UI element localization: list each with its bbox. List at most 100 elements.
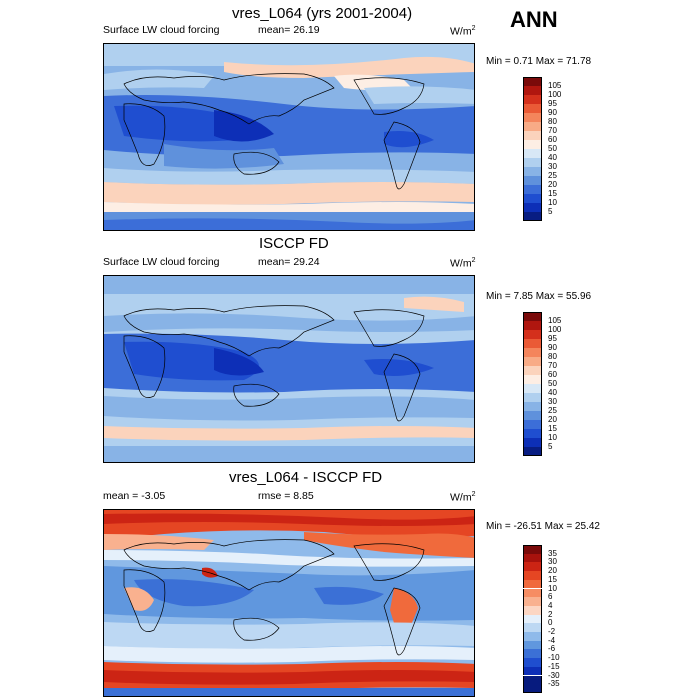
colorbar-level-label: 20 (548, 180, 557, 189)
panel3-map (103, 509, 475, 697)
colorbar-swatch (523, 212, 542, 221)
colorbar-level-label: 95 (548, 99, 557, 108)
colorbar-level-label: 80 (548, 117, 557, 126)
colorbar-swatch (523, 375, 542, 384)
colorbar-swatch (523, 649, 542, 659)
colorbar-level-label: -35 (548, 679, 560, 689)
colorbar-level-label: 20 (548, 566, 557, 576)
colorbar-level-label: 25 (548, 171, 557, 180)
colorbar-level-label: -2 (548, 627, 556, 636)
colorbar-swatch (523, 77, 542, 86)
colorbar-level-label: 5 (548, 442, 553, 451)
colorbar-level-label: 40 (548, 388, 557, 397)
colorbar-level-label: 50 (548, 379, 557, 388)
colorbar-swatch (523, 545, 542, 554)
colorbar-swatch (523, 122, 542, 131)
colorbar-swatch (523, 321, 542, 330)
colorbar-level-label: 30 (548, 557, 557, 567)
colorbar-level-label: 90 (548, 343, 557, 352)
colorbar-swatch (523, 194, 542, 203)
colorbar-level-label: 4 (548, 600, 553, 610)
panel1-minmax: Min = 0.71 Max = 71.78 (486, 56, 592, 67)
colorbar-swatch (523, 86, 542, 95)
colorbar-swatch (523, 411, 542, 420)
colorbar-level-label: 70 (548, 361, 557, 370)
colorbar-level-label: 100 (548, 90, 562, 99)
colorbar-swatch (523, 167, 542, 176)
colorbar-swatch (523, 597, 542, 606)
panel3-units: W/m2 (450, 491, 476, 504)
colorbar-level-label: 10 (548, 583, 557, 593)
colorbar-swatch (523, 104, 542, 113)
colorbar-level-label: -6 (548, 644, 556, 654)
colorbar-swatch (523, 95, 542, 104)
colorbar-swatch (523, 571, 542, 580)
colorbar-level-label: -30 (548, 670, 560, 680)
colorbar-swatch (523, 658, 542, 667)
colorbar-level-label: 40 (548, 153, 557, 162)
panel1-units: W/m2 (450, 25, 476, 38)
colorbar-swatch (523, 203, 542, 212)
colorbar-level-label: 2 (548, 609, 553, 619)
colorbar-swatch (523, 158, 542, 167)
colorbar-level-label: 30 (548, 397, 557, 406)
colorbar-swatch (523, 675, 542, 685)
colorbar-swatch (523, 438, 542, 447)
colorbar-swatch (523, 447, 542, 456)
colorbar-swatch (523, 429, 542, 438)
colorbar-swatch (523, 348, 542, 357)
colorbar-swatch (523, 640, 542, 650)
colorbar-swatch (523, 366, 542, 375)
colorbar-level-label: 20 (548, 415, 557, 424)
colorbar-swatch (523, 420, 542, 429)
colorbar-swatch (523, 185, 542, 194)
colorbar-level-label: 95 (548, 334, 557, 343)
panel2-variable-label: Surface LW cloud forcing (103, 256, 220, 268)
colorbar-swatch (523, 614, 542, 624)
colorbar-level-label: 60 (548, 135, 557, 144)
panel2-title: ISCCP FD (259, 235, 329, 252)
panel2-mean: mean= 29.24 (258, 256, 320, 268)
colorbar-level-label: 10 (548, 198, 557, 207)
season-label: ANN (510, 7, 558, 32)
colorbar-level-label: -15 (548, 661, 560, 671)
colorbar-level-label: 105 (548, 81, 562, 90)
colorbar-level-label: 15 (548, 574, 557, 584)
colorbar-swatch (523, 176, 542, 185)
colorbar-swatch (523, 330, 542, 339)
colorbar-level-label: -4 (548, 635, 556, 645)
colorbar-swatch (523, 623, 542, 632)
colorbar-swatch (523, 684, 542, 693)
colorbar-swatch (523, 605, 542, 615)
colorbar-level-label: 15 (548, 189, 557, 198)
colorbar-level-label: -10 (548, 653, 560, 663)
colorbar-level-label: 6 (548, 592, 553, 602)
colorbar-level-label: 90 (548, 108, 557, 117)
colorbar-level-label: 70 (548, 126, 557, 135)
colorbar-level-label: 50 (548, 144, 557, 153)
panel1-map (103, 43, 475, 231)
colorbar-swatch (523, 131, 542, 140)
panel2-colorbar (523, 312, 542, 456)
colorbar-swatch (523, 149, 542, 158)
colorbar-swatch (523, 393, 542, 402)
colorbar-swatch (523, 562, 542, 572)
colorbar-level-label: 80 (548, 352, 557, 361)
colorbar-swatch (523, 632, 542, 641)
colorbar-level-label: 15 (548, 424, 557, 433)
colorbar-level-label: 10 (548, 433, 557, 442)
panel2-minmax: Min = 7.85 Max = 55.96 (486, 291, 592, 302)
colorbar-swatch (523, 312, 542, 321)
colorbar-swatch (523, 140, 542, 149)
colorbar-swatch (523, 666, 542, 676)
panel3-rmse: rmse = 8.85 (258, 490, 314, 502)
colorbar-swatch (523, 113, 542, 122)
colorbar-level-label: 25 (548, 406, 557, 415)
colorbar-level-label: 5 (548, 207, 553, 216)
colorbar-swatch (523, 357, 542, 366)
colorbar-swatch (523, 339, 542, 348)
panel2-units: W/m2 (450, 257, 476, 270)
colorbar-level-label: 0 (548, 618, 553, 628)
colorbar-swatch (523, 402, 542, 411)
panel3-minmax: Min = -26.51 Max = 25.42 (486, 521, 600, 532)
